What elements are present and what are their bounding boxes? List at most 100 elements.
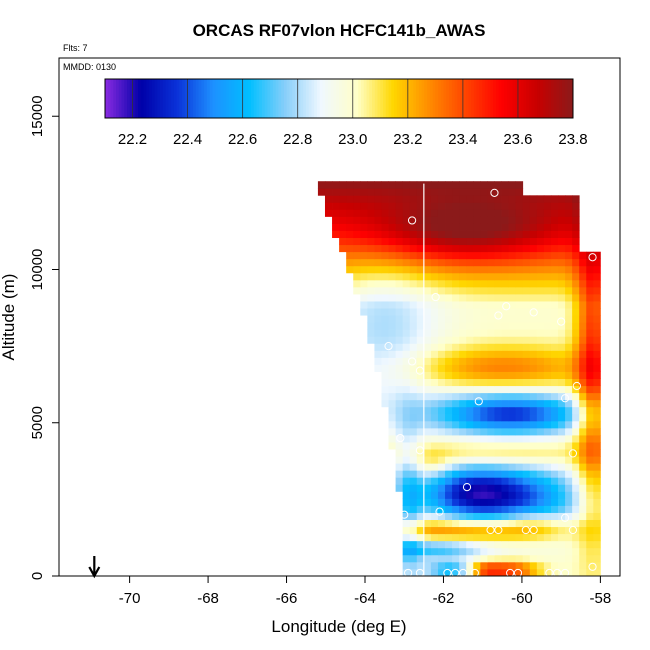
heatmap-cell [480, 364, 488, 372]
heatmap-cell [402, 279, 411, 288]
heatmap-cell [579, 413, 587, 422]
colorbar-tick-label: 22.2 [118, 131, 147, 148]
heatmap-cell [416, 470, 425, 478]
heatmap-cell [480, 498, 488, 506]
heatmap-cell [480, 301, 488, 309]
heatmap-cell [579, 329, 587, 337]
heatmap-cell [572, 202, 580, 210]
heatmap-cell [466, 456, 474, 464]
heatmap-cell [452, 202, 460, 210]
heatmap-cell [550, 294, 559, 302]
heatmap-cell [558, 477, 566, 485]
heatmap-cell [473, 554, 481, 563]
heatmap-cell [416, 265, 425, 274]
heatmap-cell [402, 568, 411, 577]
heatmap-cell [543, 442, 552, 450]
heatmap-cell [543, 491, 552, 499]
heatmap-cell [430, 554, 439, 563]
heatmap-cell [473, 420, 481, 429]
heatmap-cell [353, 244, 361, 253]
heatmap-cell [558, 301, 566, 309]
heatmap-cell [423, 315, 432, 323]
heatmap-cell [452, 286, 460, 295]
heatmap-cell [565, 540, 573, 549]
heatmap-cell [550, 279, 559, 288]
heatmap-cell [515, 272, 524, 281]
colorbar-segment [515, 79, 519, 118]
heatmap-cell [353, 188, 361, 196]
heatmap-cell [522, 336, 531, 344]
heatmap-cell [402, 371, 411, 380]
heatmap-cell [423, 449, 432, 457]
heatmap-cell [480, 385, 488, 394]
heatmap-cell [593, 449, 601, 457]
heatmap-cell [550, 533, 559, 542]
heatmap-cell [550, 554, 559, 563]
heatmap-cell [416, 498, 425, 506]
heatmap-cell [494, 336, 502, 344]
heatmap-cell [353, 195, 361, 203]
heatmap-cell [593, 357, 601, 365]
heatmap-cell [452, 413, 460, 422]
heatmap-cell [416, 512, 425, 520]
heatmap-cell [459, 442, 467, 450]
heatmap-cell [558, 413, 566, 422]
heatmap-cell [529, 526, 538, 535]
heatmap-cell [416, 188, 425, 196]
heatmap-cell [388, 357, 396, 365]
heatmap-cell [487, 223, 495, 231]
colorbar-tick-label: 23.0 [338, 131, 367, 148]
heatmap-cell [367, 237, 375, 246]
heatmap-cell [550, 301, 559, 309]
heatmap-cell [402, 413, 411, 422]
colorbar-segment [537, 79, 541, 118]
colorbar-segment [344, 79, 348, 118]
heatmap-cell [558, 449, 566, 457]
heatmap-cell [565, 237, 573, 246]
heatmap-cell [494, 442, 502, 450]
heatmap-cell [522, 216, 531, 224]
heatmap-cell [437, 547, 446, 556]
heatmap-cell [494, 399, 502, 408]
heatmap-cell [565, 251, 573, 260]
heatmap-cell [550, 202, 559, 210]
heatmap-cell [480, 294, 488, 302]
heatmap-cell [452, 308, 460, 316]
heatmap-cell [543, 350, 552, 358]
heatmap-cell [466, 301, 474, 309]
heatmap-cell [346, 265, 354, 274]
heatmap-cell [452, 357, 460, 365]
heatmap-cell [402, 364, 411, 372]
heatmap-cell [416, 223, 425, 231]
heatmap-cell [381, 308, 389, 316]
heatmap-cell [374, 343, 382, 351]
x-tick-label: -62 [433, 590, 455, 607]
heatmap-cell [593, 279, 601, 288]
heatmap-cell [529, 547, 538, 556]
heatmap-cell [494, 279, 502, 288]
heatmap-cell [515, 420, 524, 429]
heatmap-cell [409, 498, 418, 506]
colorbar-segment [231, 79, 235, 118]
heatmap-cell [402, 216, 411, 224]
heatmap-cell [565, 427, 573, 436]
heatmap-cell [529, 279, 538, 288]
heatmap-cell [402, 498, 411, 506]
heatmap-cell [473, 329, 481, 337]
heatmap-cell [346, 223, 354, 231]
heatmap-cell [430, 392, 439, 401]
heatmap-cell [579, 533, 587, 542]
heatmap-cell [480, 188, 488, 196]
heatmap-cell [529, 195, 538, 203]
heatmap-cell [402, 237, 411, 246]
heatmap-cell [487, 286, 495, 295]
heatmap-cell [374, 279, 382, 288]
heatmap-cell [466, 350, 474, 358]
heatmap-cell [508, 308, 517, 316]
sample-point [560, 394, 570, 403]
heatmap-cell [423, 399, 432, 408]
heatmap-cell [466, 463, 474, 471]
heatmap-cell [522, 202, 531, 210]
heatmap-cell [353, 237, 361, 246]
heatmap-cell [543, 399, 552, 408]
